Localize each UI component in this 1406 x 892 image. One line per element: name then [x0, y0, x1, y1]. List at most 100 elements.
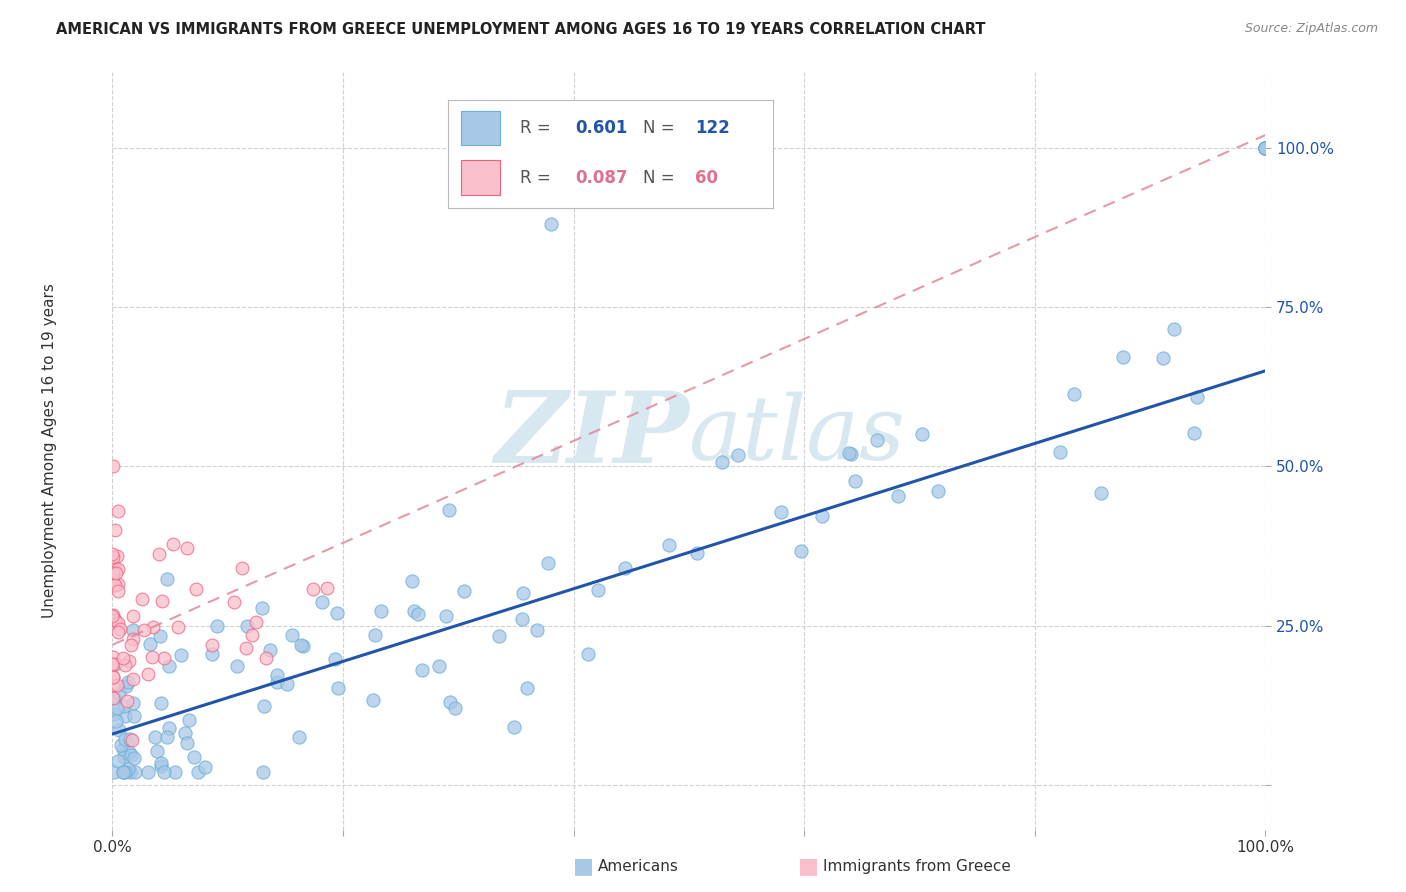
Point — [101, 657, 124, 672]
Point — [153, 651, 176, 665]
Point — [439, 695, 461, 709]
Point — [727, 448, 749, 462]
Point — [302, 582, 325, 596]
Point — [439, 503, 461, 517]
Text: Americans: Americans — [598, 859, 679, 874]
Point — [253, 698, 276, 713]
Text: 0.087: 0.087 — [575, 169, 627, 186]
Point — [184, 582, 207, 596]
Text: ■: ■ — [574, 856, 593, 876]
Point — [162, 537, 184, 551]
Text: N =: N = — [643, 120, 681, 137]
Point — [101, 650, 124, 665]
Point — [112, 765, 135, 780]
Point — [104, 714, 127, 728]
Point — [141, 650, 163, 665]
Point — [1063, 386, 1085, 401]
Point — [363, 693, 385, 707]
Point — [101, 561, 124, 575]
Point — [613, 561, 636, 575]
Point — [112, 651, 135, 665]
Point — [1254, 141, 1277, 155]
Point — [115, 694, 138, 708]
Point — [138, 637, 160, 651]
Point — [1254, 141, 1277, 155]
Point — [266, 668, 288, 682]
Point — [120, 765, 142, 780]
Point — [1254, 141, 1277, 155]
Point — [503, 720, 526, 734]
Point — [107, 577, 129, 591]
Point — [1049, 445, 1071, 459]
Point — [114, 657, 136, 672]
Point — [411, 664, 433, 678]
Point — [104, 578, 127, 592]
Point — [516, 681, 538, 696]
Point — [174, 726, 197, 740]
Point — [149, 629, 172, 643]
Point — [658, 538, 681, 552]
Point — [108, 622, 131, 636]
Point — [236, 619, 259, 633]
Point — [110, 738, 132, 752]
Point — [132, 624, 155, 638]
Text: ■: ■ — [799, 856, 818, 876]
Text: Immigrants from Greece: Immigrants from Greece — [823, 859, 1011, 874]
Point — [363, 628, 385, 642]
Point — [288, 730, 311, 744]
Point — [844, 474, 866, 488]
Point — [401, 574, 423, 589]
Point — [103, 670, 125, 684]
Point — [101, 608, 124, 623]
Point — [176, 541, 198, 555]
Point — [101, 690, 124, 705]
Point — [101, 569, 124, 583]
Point — [103, 707, 125, 722]
Point — [252, 765, 274, 780]
Point — [105, 549, 128, 563]
Point — [103, 578, 125, 592]
Point — [101, 548, 124, 562]
Point — [118, 732, 141, 747]
Point — [122, 696, 145, 710]
Point — [170, 648, 193, 662]
Point — [101, 657, 124, 671]
Point — [107, 562, 129, 576]
Point — [146, 744, 169, 758]
Point — [911, 427, 934, 442]
Point — [266, 675, 288, 690]
Point — [444, 700, 467, 714]
Point — [148, 547, 170, 561]
Point — [120, 638, 142, 652]
Point — [104, 614, 127, 628]
Text: R =: R = — [520, 169, 555, 186]
Point — [839, 447, 862, 461]
Point — [1254, 141, 1277, 155]
Point — [167, 620, 190, 634]
Point — [427, 659, 450, 673]
Point — [107, 625, 129, 640]
Point — [404, 604, 426, 618]
Point — [434, 608, 457, 623]
Point — [107, 723, 129, 738]
Point — [326, 607, 349, 621]
Point — [107, 583, 129, 598]
Text: ZIP: ZIP — [494, 387, 689, 483]
Point — [250, 601, 273, 615]
Point — [810, 508, 832, 523]
Point — [112, 749, 135, 764]
Point — [101, 678, 124, 692]
Point — [1254, 141, 1277, 155]
Point — [117, 762, 139, 776]
Point — [101, 566, 124, 581]
Point — [150, 593, 173, 607]
Text: Unemployment Among Ages 16 to 19 years: Unemployment Among Ages 16 to 19 years — [42, 283, 56, 618]
Point — [1112, 350, 1135, 364]
Point — [122, 609, 145, 624]
Point — [1182, 425, 1205, 440]
Point — [370, 604, 392, 618]
Point — [121, 733, 143, 747]
Point — [104, 566, 127, 581]
Point — [311, 595, 333, 609]
Point — [226, 659, 249, 673]
